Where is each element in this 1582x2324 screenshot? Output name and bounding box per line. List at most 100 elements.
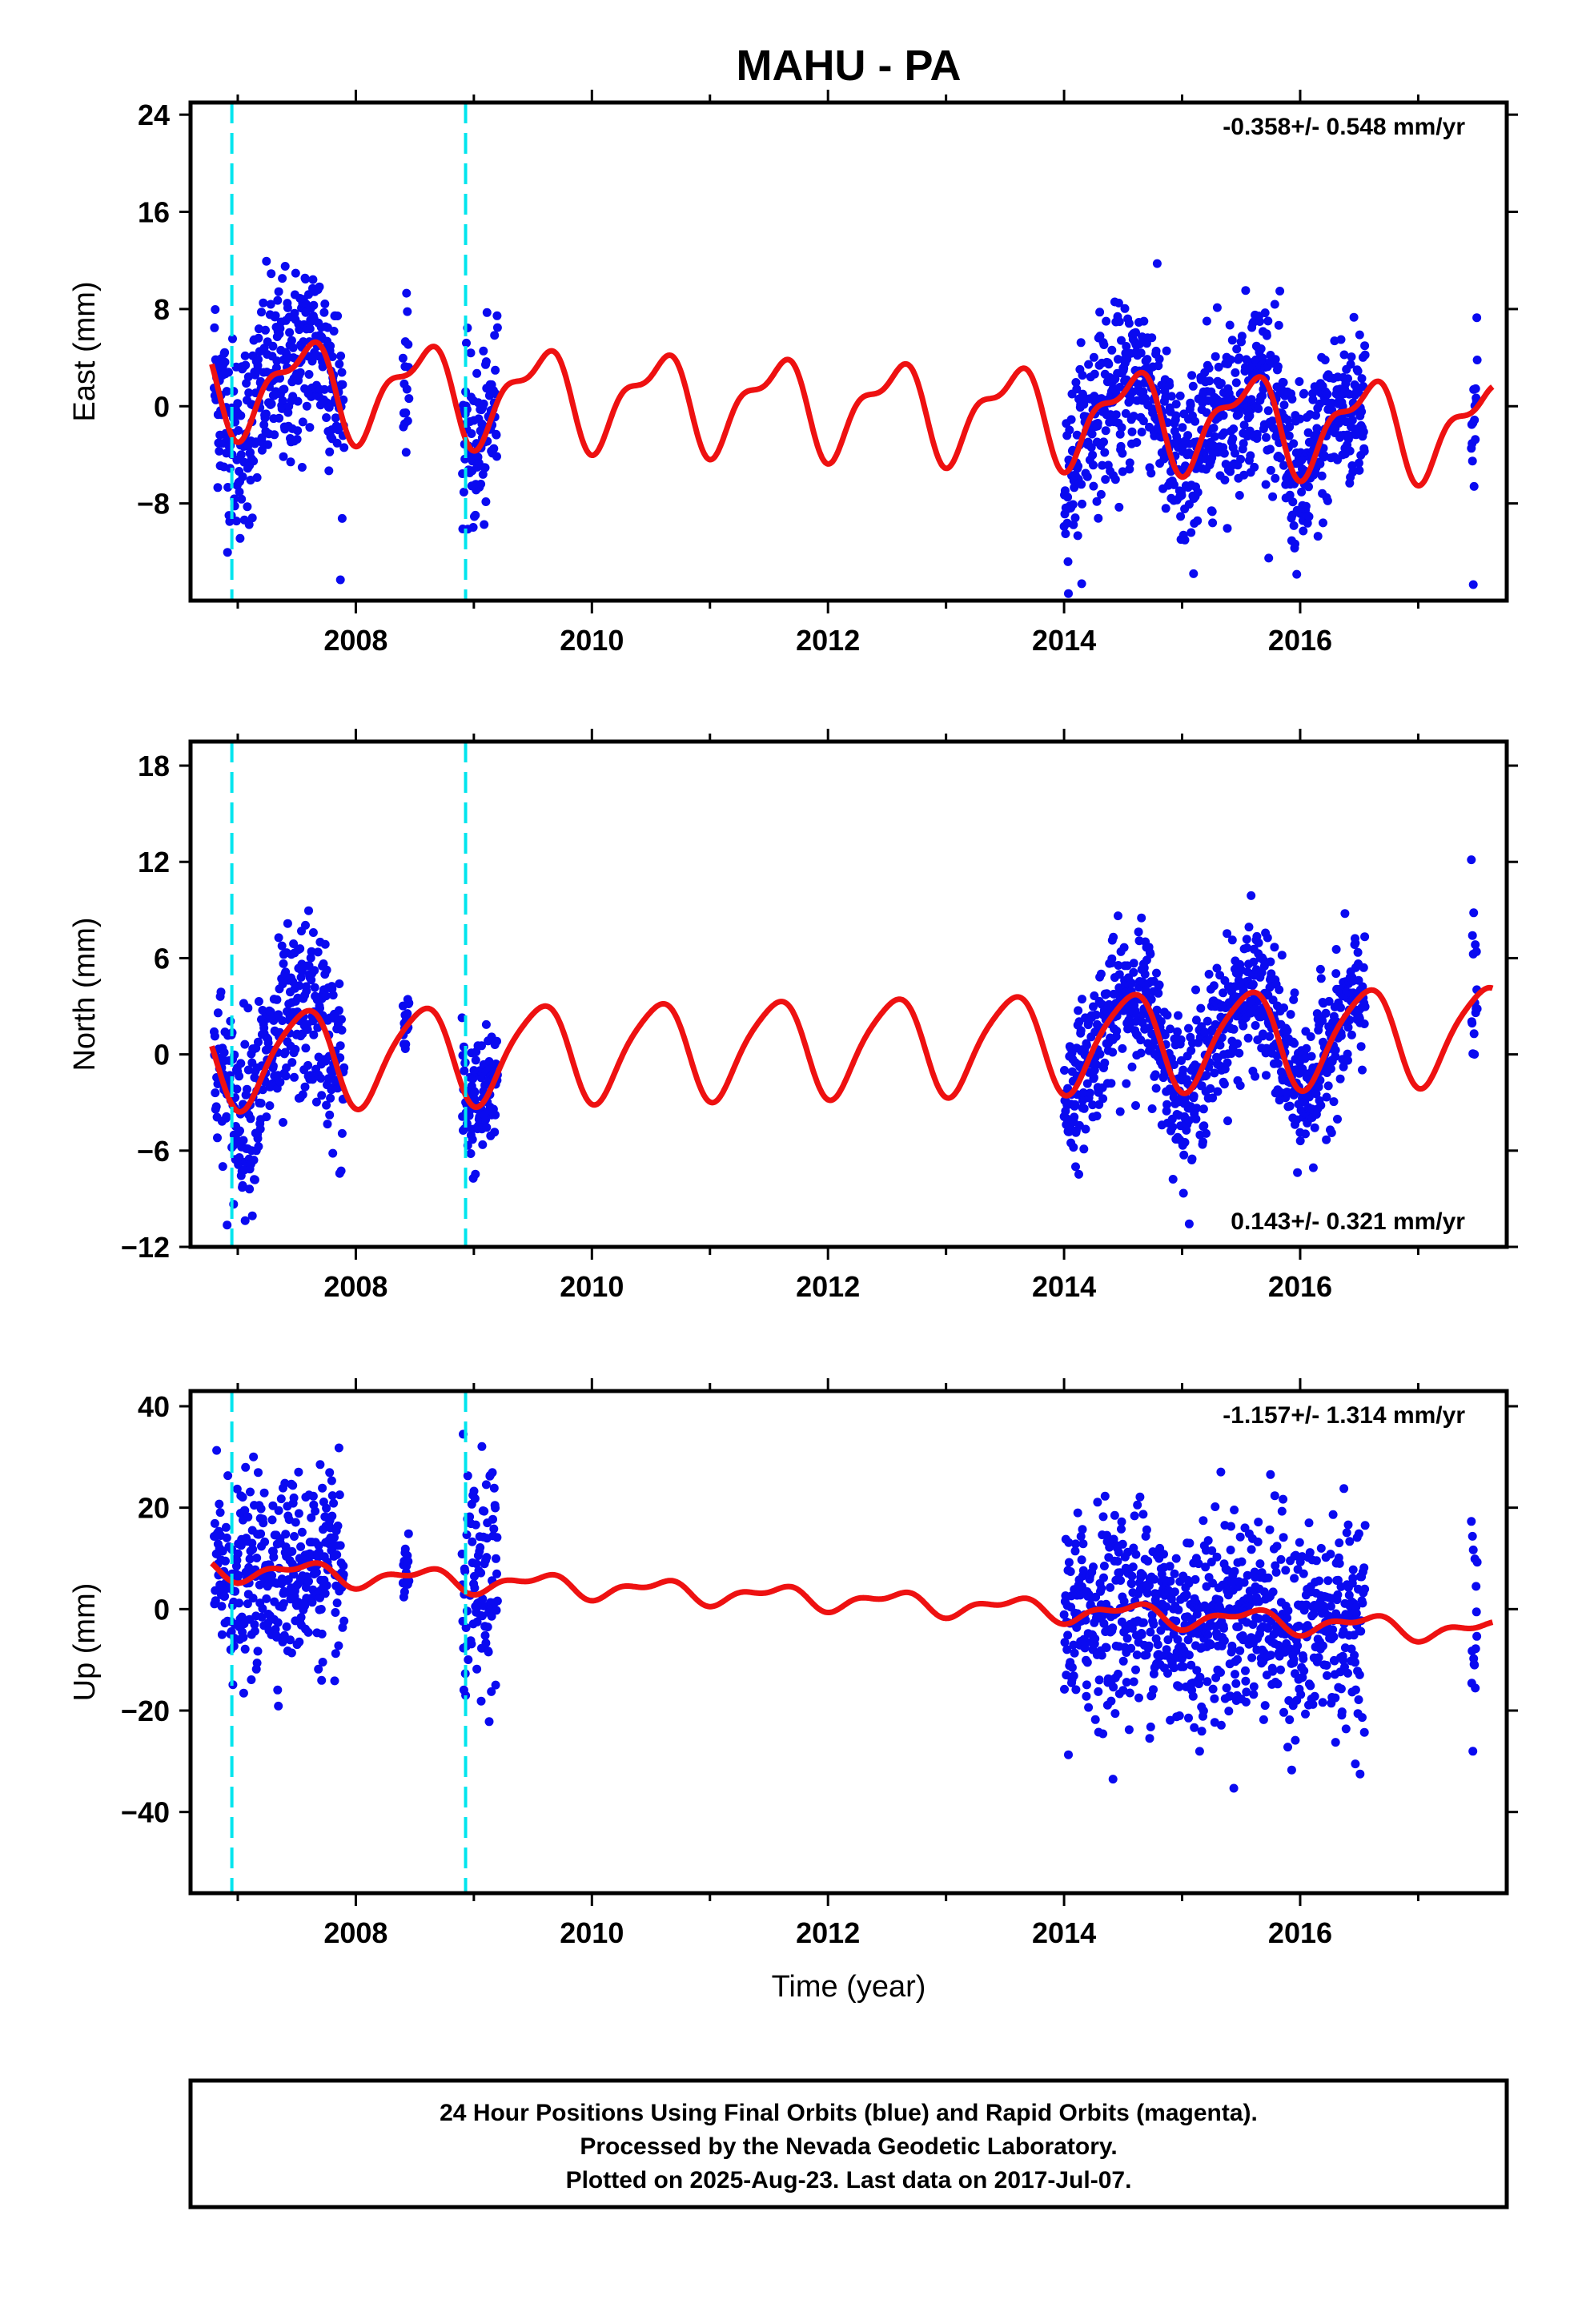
data-point <box>1072 430 1082 440</box>
data-point <box>1154 354 1164 364</box>
data-point <box>482 1553 492 1562</box>
data-point <box>282 1063 291 1072</box>
data-point <box>1134 927 1143 937</box>
data-point <box>489 1483 499 1493</box>
data-point <box>1166 1576 1175 1586</box>
data-point <box>1308 395 1318 404</box>
data-point <box>256 1504 266 1514</box>
data-point <box>1166 1715 1175 1725</box>
data-point <box>1241 1697 1251 1707</box>
data-point <box>1316 974 1326 983</box>
data-point <box>210 1031 219 1041</box>
data-point <box>1162 346 1171 356</box>
data-point <box>307 947 316 956</box>
data-point <box>477 1041 486 1051</box>
data-point <box>296 1613 306 1622</box>
data-point <box>1355 465 1364 475</box>
data-point <box>1266 465 1275 475</box>
data-point <box>1307 1051 1316 1061</box>
data-point <box>1261 480 1271 489</box>
data-point <box>1136 348 1146 358</box>
data-point <box>1106 1696 1116 1706</box>
data-point <box>301 1043 311 1053</box>
data-point <box>1235 1048 1244 1058</box>
data-point <box>476 1568 486 1578</box>
data-point <box>1173 1634 1182 1644</box>
data-point <box>1168 1122 1178 1132</box>
data-point <box>1219 1636 1229 1646</box>
data-point <box>299 337 308 347</box>
data-point <box>213 1133 222 1143</box>
data-point <box>1176 1035 1186 1044</box>
data-point <box>1171 411 1181 420</box>
data-point <box>1343 1520 1353 1530</box>
data-point <box>1131 1550 1141 1559</box>
data-point <box>317 1675 327 1685</box>
data-point <box>240 1506 250 1515</box>
data-point <box>311 1506 320 1516</box>
data-point <box>1165 380 1174 390</box>
data-point <box>1277 1506 1287 1516</box>
data-point <box>1208 1093 1218 1103</box>
data-point <box>1115 429 1125 439</box>
data-point <box>302 401 311 411</box>
data-point <box>254 333 263 343</box>
data-point <box>1118 1539 1127 1549</box>
data-point <box>1192 1610 1202 1619</box>
data-point <box>287 336 296 345</box>
data-point <box>1195 1679 1203 1689</box>
data-point <box>247 1675 256 1684</box>
data-point <box>1066 1567 1075 1576</box>
data-point <box>1117 1517 1126 1526</box>
data-point <box>1101 426 1110 436</box>
data-point <box>217 1602 227 1611</box>
data-point <box>470 1088 480 1097</box>
data-point <box>1471 384 1480 393</box>
data-point <box>294 1467 303 1477</box>
data-point <box>223 1471 233 1481</box>
data-point <box>466 1149 476 1158</box>
data-point <box>1347 416 1357 425</box>
data-point <box>1323 1081 1333 1091</box>
data-point <box>1469 481 1479 491</box>
data-point <box>335 575 345 585</box>
data-point <box>282 1622 291 1631</box>
data-point <box>1326 1602 1335 1611</box>
data-point <box>1243 1570 1252 1580</box>
data-point <box>484 1717 494 1727</box>
data-point <box>480 1630 490 1640</box>
data-point <box>297 1527 307 1537</box>
data-point <box>1271 1561 1280 1570</box>
data-point <box>281 967 291 977</box>
data-point <box>1279 1533 1288 1542</box>
data-point <box>1219 1623 1228 1633</box>
data-point <box>470 1494 480 1503</box>
data-point <box>248 1545 258 1554</box>
data-point <box>1191 1114 1201 1124</box>
data-point <box>1108 1623 1118 1633</box>
data-point <box>1316 1543 1326 1553</box>
data-point <box>1060 1684 1069 1694</box>
data-point <box>1292 569 1302 579</box>
data-point <box>266 300 275 309</box>
data-point <box>401 408 411 417</box>
data-point <box>1128 1562 1138 1572</box>
data-point <box>320 939 330 949</box>
data-point <box>1184 1578 1194 1588</box>
data-point <box>1472 356 1482 364</box>
data-point <box>1468 931 1477 940</box>
data-point <box>306 953 315 963</box>
data-point <box>339 1570 348 1579</box>
data-point <box>267 269 276 279</box>
data-point <box>1162 1011 1172 1020</box>
data-point <box>1208 1578 1218 1588</box>
data-point <box>1070 1100 1080 1109</box>
data-point <box>1205 376 1215 386</box>
data-point <box>1247 1653 1257 1663</box>
data-point <box>1092 497 1102 506</box>
footer-line-1: 24 Hour Positions Using Final Orbits (bl… <box>440 2100 1258 2126</box>
data-point <box>1263 316 1273 326</box>
data-point <box>210 323 219 332</box>
data-point <box>1283 1613 1292 1622</box>
data-point <box>1339 1655 1348 1665</box>
